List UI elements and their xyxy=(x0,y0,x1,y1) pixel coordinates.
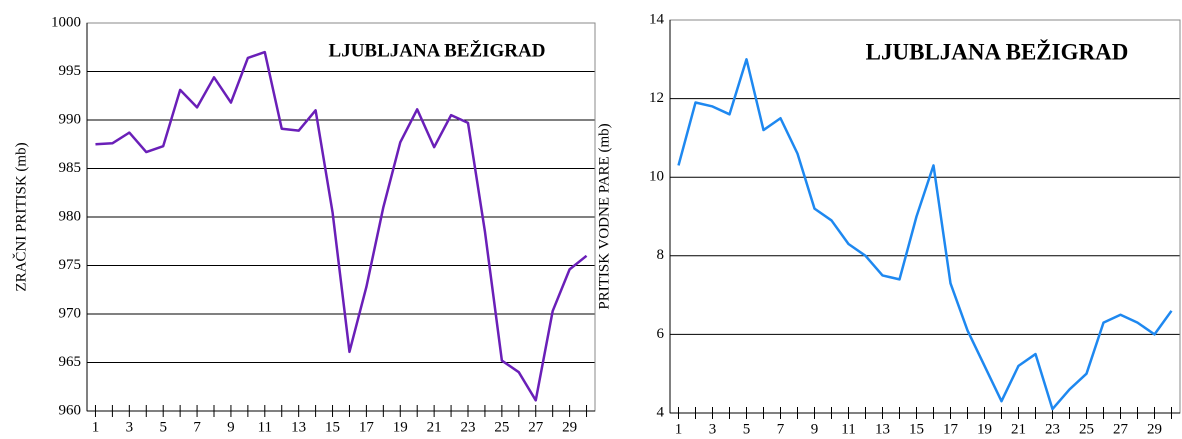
x-tick-label: 29 xyxy=(1147,421,1162,437)
x-tick-label: 17 xyxy=(359,419,375,435)
y-axis-label: ZRAČNI PRITISK (mb) xyxy=(12,142,29,291)
x-tick-label: 25 xyxy=(494,419,509,435)
y-tick-label: 965 xyxy=(59,354,82,370)
y-tick-label: 10 xyxy=(649,169,664,185)
y-tick-label: 4 xyxy=(657,404,665,420)
x-tick-label: 9 xyxy=(811,421,819,437)
x-tick-label: 23 xyxy=(1045,421,1060,437)
y-tick-label: 980 xyxy=(59,208,82,224)
title-box xyxy=(822,28,1172,78)
chart-title: LJUBLJANA BEŽIGRAD xyxy=(329,39,546,61)
x-tick-label: 15 xyxy=(325,419,340,435)
x-tick-label: 9 xyxy=(227,419,235,435)
title-box xyxy=(287,31,587,71)
x-tick-label: 11 xyxy=(258,419,272,435)
plot-frame xyxy=(669,19,1181,414)
data-line xyxy=(95,50,588,402)
x-tick-label: 19 xyxy=(977,421,992,437)
x-tick-label: 1 xyxy=(675,421,683,437)
y-tick-label: 1000 xyxy=(51,14,81,30)
x-tick-label: 5 xyxy=(743,421,751,437)
y-tick-label: 8 xyxy=(657,247,665,263)
x-tick-label: 17 xyxy=(943,421,959,437)
x-tick-label: 21 xyxy=(427,419,442,435)
y-axis-label: PRITISK VODNE PARE (mb) xyxy=(596,123,612,309)
x-tick-label: 21 xyxy=(1011,421,1026,437)
data-line xyxy=(677,58,1173,411)
x-tick-label: 1 xyxy=(92,419,100,435)
y-tick-label: 995 xyxy=(59,63,82,79)
x-tick-label: 3 xyxy=(126,419,134,435)
x-tick-label: 25 xyxy=(1079,421,1094,437)
y-tick-label: 960 xyxy=(59,402,82,418)
x-tick-label: 27 xyxy=(528,419,544,435)
x-tick-label: 3 xyxy=(709,421,717,437)
x-tick-label: 27 xyxy=(1113,421,1129,437)
x-tick-label: 7 xyxy=(193,419,201,435)
x-tick-label: 13 xyxy=(291,419,306,435)
x-tick-label: 5 xyxy=(159,419,167,435)
y-tick-label: 14 xyxy=(649,11,665,27)
x-tick-label: 15 xyxy=(909,421,924,437)
x-tick-label: 11 xyxy=(841,421,855,437)
y-tick-label: 12 xyxy=(649,90,664,106)
y-tick-label: 975 xyxy=(59,257,82,273)
chart-title: LJUBLJANA BEŽIGRAD xyxy=(866,38,1129,64)
x-tick-label: 29 xyxy=(562,419,577,435)
x-tick-label: 7 xyxy=(777,421,785,437)
y-tick-label: 990 xyxy=(59,111,82,127)
x-tick-label: 23 xyxy=(461,419,476,435)
y-tick-label: 970 xyxy=(59,305,82,321)
y-tick-label: 985 xyxy=(59,160,82,176)
x-tick-label: 13 xyxy=(875,421,890,437)
y-tick-label: 6 xyxy=(657,326,665,342)
x-tick-label: 19 xyxy=(393,419,408,435)
